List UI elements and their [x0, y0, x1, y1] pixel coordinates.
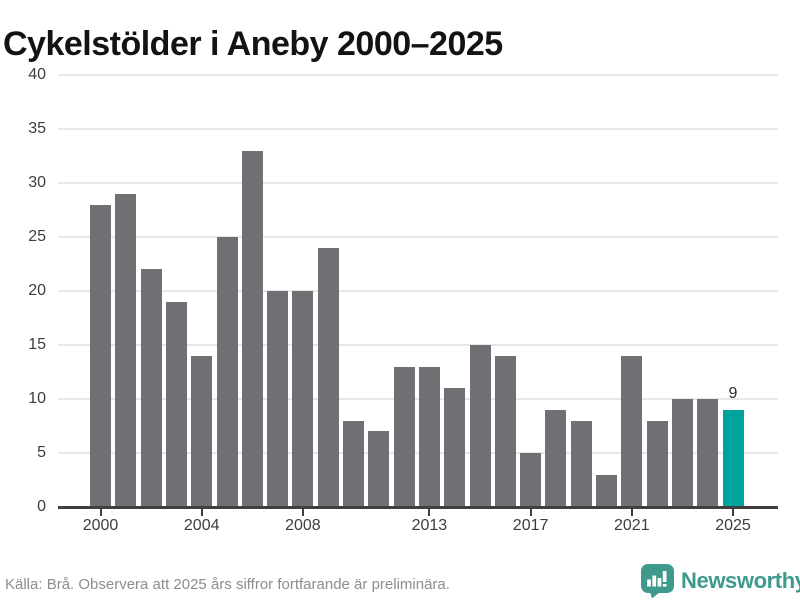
bar-2014	[444, 388, 466, 507]
gridline-10	[58, 398, 778, 400]
gridline-40	[58, 74, 778, 76]
bar-2017	[520, 453, 542, 507]
x-axis-tick-2008	[301, 509, 304, 516]
bar-2023	[671, 399, 693, 507]
bar-2006	[241, 151, 263, 507]
gridline-25	[58, 236, 778, 238]
y-axis-label-30: 30	[28, 174, 46, 191]
y-axis-label-10: 10	[28, 390, 46, 407]
bar-2021	[621, 356, 643, 507]
bar-2005	[216, 237, 238, 507]
bar-2010	[343, 421, 364, 507]
newsworthy-speech-bubble-chart-icon	[641, 564, 674, 599]
bar-2007	[267, 291, 289, 507]
x-axis-tick-2021	[630, 509, 633, 516]
x-axis-line	[58, 506, 778, 509]
x-axis-tick-2025	[732, 509, 734, 516]
gridline-15	[58, 344, 778, 346]
source-note: Källa: Brå. Observera att 2025 års siffr…	[5, 576, 450, 593]
x-axis-tick-2000	[99, 509, 102, 516]
y-axis-label-20: 20	[28, 282, 46, 299]
bar-2002	[140, 269, 162, 507]
x-axis-label-2013: 2013	[411, 517, 448, 534]
gridline-5	[58, 452, 778, 454]
y-axis-label-40: 40	[28, 66, 46, 83]
bar-2011	[368, 431, 390, 507]
y-axis-label-25: 25	[28, 228, 46, 245]
bar-2024	[697, 399, 719, 507]
x-axis-tick-2017	[529, 509, 532, 516]
y-axis-label-0: 0	[37, 498, 46, 515]
bar-2016	[494, 356, 516, 507]
x-axis-label-2004: 2004	[183, 517, 220, 534]
bar-2008	[292, 291, 314, 507]
bar-2000	[90, 205, 111, 507]
bar-2022	[646, 421, 668, 507]
x-axis-tick-2004	[200, 509, 203, 516]
bar-2004	[191, 356, 213, 507]
y-axis-label-5: 5	[37, 444, 46, 461]
gridline-35	[58, 128, 778, 130]
bar-2003	[165, 302, 187, 507]
x-axis-tick-2013	[428, 509, 431, 516]
newsworthy-wordmark: Newsworthy	[681, 568, 800, 593]
newsworthy-logo: Newsworthy	[640, 563, 800, 599]
x-axis-label-2000: 2000	[82, 517, 119, 534]
bar-2001	[115, 194, 137, 507]
bar-2018	[545, 410, 567, 507]
x-axis-label-2025: 2025	[715, 517, 751, 534]
bar-2012	[393, 367, 415, 507]
x-axis-label-2021: 2021	[614, 517, 650, 534]
page-title: Cykelstölder i Aneby 2000–2025	[3, 24, 503, 63]
bar-2025	[722, 410, 744, 507]
gridline-20	[58, 290, 778, 292]
highlight-value-label: 9	[728, 385, 738, 402]
x-axis-label-2008: 2008	[285, 517, 321, 534]
gridline-30	[58, 182, 778, 184]
x-axis-label-2017: 2017	[512, 517, 549, 534]
y-axis-label-35: 35	[28, 120, 46, 137]
bar-2009	[317, 248, 339, 507]
bar-2020	[596, 475, 617, 507]
bar-2013	[418, 367, 440, 507]
bar-2019	[570, 421, 592, 507]
bar-2015	[469, 345, 491, 507]
y-axis-label-15: 15	[28, 336, 46, 353]
